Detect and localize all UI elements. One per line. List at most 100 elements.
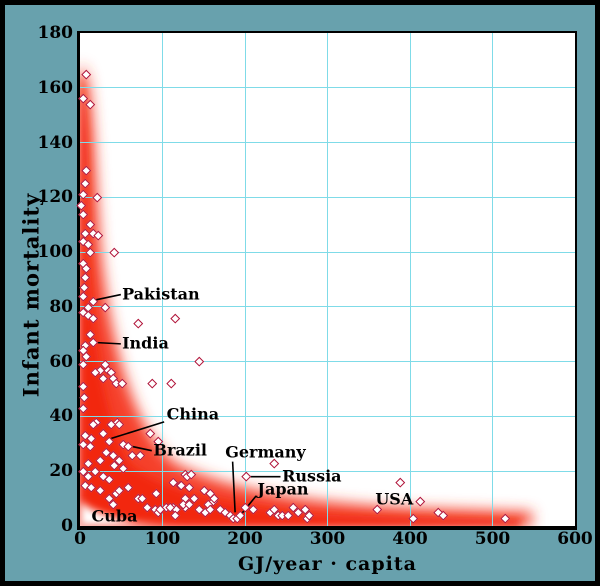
data-point: [195, 357, 205, 367]
data-point: [95, 365, 105, 375]
data-point: [88, 337, 98, 348]
gridline-horizontal: [80, 251, 575, 253]
data-point: [81, 69, 91, 79]
y-tick-label: 80: [49, 296, 73, 317]
data-point: [106, 420, 116, 430]
country-label-russia: Russia: [282, 466, 342, 486]
data-point: [283, 510, 293, 520]
data-point: [438, 510, 448, 520]
data-point: [273, 510, 283, 520]
data-point: [195, 504, 205, 515]
data-point: [147, 378, 157, 389]
data-point: [145, 428, 155, 438]
data-point: [185, 499, 195, 509]
x-tick-label: 200: [227, 529, 263, 549]
data-point: [80, 228, 90, 238]
gridline-vertical: [492, 33, 493, 526]
y-tick-label: 120: [37, 187, 74, 208]
gridline-horizontal: [80, 196, 575, 198]
y-tick-label: 160: [37, 77, 74, 98]
y-tick-label: 0: [61, 516, 73, 536]
data-point: [265, 507, 275, 517]
data-point: [80, 272, 90, 282]
gridline-horizontal: [80, 306, 575, 308]
data-point: [304, 510, 314, 520]
data-point: [80, 179, 90, 189]
data-point: [123, 483, 133, 493]
gridline-horizontal: [80, 361, 575, 363]
data-point: [86, 483, 97, 493]
country-label-cuba: Cuba: [91, 506, 138, 526]
gridline-vertical: [244, 33, 246, 526]
data-point: [79, 392, 89, 402]
data-point: [93, 231, 103, 241]
annotation-line-brazil: [126, 444, 152, 452]
data-point: [90, 466, 100, 476]
gridline-vertical: [162, 33, 163, 526]
data-point: [92, 192, 102, 202]
data-point: [88, 296, 98, 307]
data-point: [118, 439, 128, 449]
y-tick-label: 20: [49, 461, 73, 482]
data-point: [85, 441, 95, 452]
data-point: [98, 428, 108, 438]
data-point: [241, 472, 251, 482]
data-point: [205, 488, 215, 498]
data-point: [108, 499, 118, 509]
data-point: [171, 504, 182, 515]
country-label-india: India: [122, 333, 169, 353]
data-point: [372, 504, 382, 515]
data-point: [133, 318, 143, 328]
data-point: [78, 346, 88, 356]
data-point: [208, 496, 218, 506]
y-tick-label: 140: [37, 132, 74, 153]
data-point: [78, 291, 88, 301]
data-point: [152, 488, 162, 498]
data-point: [180, 494, 190, 504]
data-point: [83, 302, 93, 312]
y-axis-title: Infant mortality: [18, 192, 44, 398]
data-point: [190, 494, 200, 504]
data-point: [118, 463, 128, 474]
data-point: [101, 447, 111, 457]
data-point: [80, 480, 90, 490]
country-label-japan: Japan: [257, 480, 309, 500]
data-point: [81, 165, 91, 175]
country-label-usa: USA: [375, 489, 414, 509]
annotation-line-china: [111, 421, 165, 440]
data-point: [85, 220, 95, 230]
data-point: [142, 502, 152, 512]
data-point: [78, 403, 88, 413]
data-point: [78, 439, 88, 449]
data-point: [108, 450, 118, 460]
data-point: [79, 283, 89, 293]
data-point: [123, 441, 133, 452]
data-point: [91, 417, 102, 427]
data-point: [180, 502, 190, 512]
data-point: [168, 477, 178, 487]
data-point: [209, 494, 220, 504]
data-point: [95, 455, 105, 465]
y-tick-label: 180: [37, 23, 74, 43]
data-point: [203, 499, 213, 509]
data-point: [81, 263, 92, 274]
data-point: [215, 504, 225, 515]
data-point: [78, 209, 88, 219]
data-point: [90, 368, 100, 378]
trend-band-outer: [80, 66, 532, 526]
x-tick-label: 0: [74, 529, 86, 549]
gridline-horizontal: [80, 142, 575, 144]
data-point: [225, 510, 235, 520]
data-point: [277, 510, 287, 520]
data-point: [83, 310, 93, 320]
data-point: [111, 488, 121, 498]
data-point: [78, 307, 88, 317]
annotations: Pakistan India China Brazil Germany Russia Jap…: [80, 33, 575, 526]
data-point: [78, 94, 88, 104]
data-point: [78, 381, 88, 391]
country-label-brazil: Brazil: [153, 440, 207, 460]
data-point: [300, 504, 310, 515]
data-point: [235, 510, 245, 520]
data-point: [117, 378, 127, 389]
